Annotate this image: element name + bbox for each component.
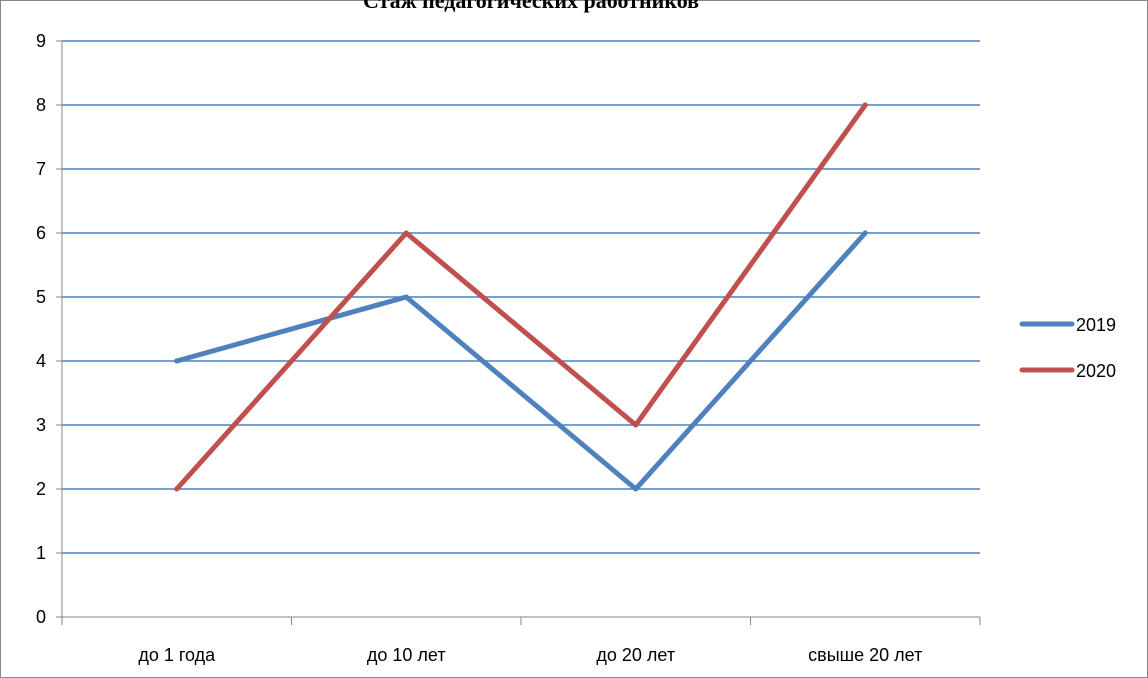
- x-tick-label: до 1 года: [138, 645, 216, 665]
- y-tick-label: 8: [36, 95, 46, 115]
- chart-title: Стаж педагогических работников: [363, 0, 699, 13]
- legend-label: 2020: [1076, 361, 1116, 381]
- data-point: [403, 294, 409, 300]
- y-axis-ticks: 0 1 2 3 4 5 6 7 8 9: [36, 31, 46, 627]
- y-tick-label: 2: [36, 479, 46, 499]
- axes: [56, 40, 981, 625]
- series-lines: [174, 102, 868, 492]
- data-point: [174, 486, 180, 492]
- x-axis-ticks: до 1 года до 10 лет до 20 лет свыше 20 лет: [138, 645, 922, 665]
- series-line-2019: [174, 230, 868, 492]
- gridlines: [62, 40, 980, 554]
- y-tick-label: 0: [36, 607, 46, 627]
- x-tick-label: до 10 лет: [367, 645, 446, 665]
- x-tick-label: свыше 20 лет: [808, 645, 922, 665]
- data-point: [174, 358, 180, 364]
- y-tick-label: 9: [36, 31, 46, 51]
- data-point: [633, 422, 639, 428]
- y-tick-label: 1: [36, 543, 46, 563]
- series-line-2020: [174, 102, 868, 492]
- legend: 2019 2020: [1019, 315, 1116, 381]
- data-point: [403, 230, 409, 236]
- data-point: [862, 230, 868, 236]
- y-tick-label: 6: [36, 223, 46, 243]
- y-tick-label: 5: [36, 287, 46, 307]
- data-point: [862, 102, 868, 108]
- x-tick-label: до 20 лет: [596, 645, 675, 665]
- legend-label: 2019: [1076, 315, 1116, 335]
- y-tick-label: 4: [36, 351, 46, 371]
- data-point: [633, 486, 639, 492]
- y-tick-label: 7: [36, 159, 46, 179]
- y-tick-label: 3: [36, 415, 46, 435]
